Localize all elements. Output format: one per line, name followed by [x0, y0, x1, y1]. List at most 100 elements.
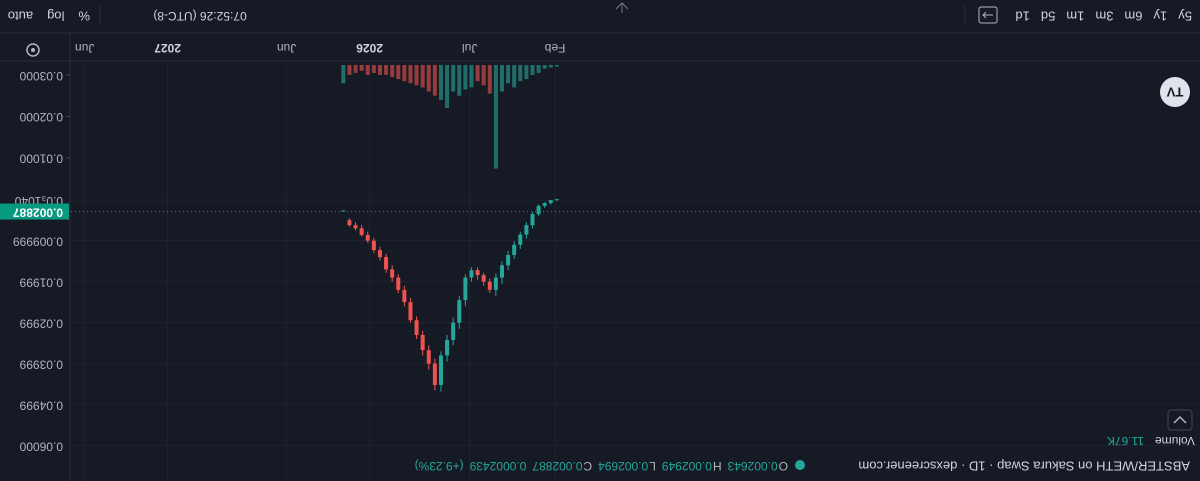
volume-bar [341, 65, 346, 84]
change-value: 0.0002439 [469, 459, 526, 473]
candle-body [438, 355, 443, 385]
volume-bar [396, 65, 401, 80]
volume-bar [475, 65, 480, 82]
y-tick-label: 0.01999 [19, 275, 63, 289]
y-tick-label: 0.009999 [13, 235, 63, 249]
candle-body [451, 322, 456, 340]
candle-body [536, 205, 541, 215]
candle-body [371, 240, 376, 251]
candle-body [530, 214, 535, 226]
volume-bar [353, 65, 358, 73]
candle-body [487, 281, 492, 290]
volume-bar [554, 65, 559, 67]
range-button[interactable]: 1y [1153, 9, 1167, 24]
volume-bar [506, 65, 511, 84]
volume-bar [493, 65, 498, 169]
x-tick-label: Jun [277, 41, 296, 55]
volume-bar [487, 65, 492, 94]
range-button[interactable]: 5y [1178, 9, 1192, 24]
volume-name: Volume [1155, 434, 1195, 448]
volume-bar [512, 65, 517, 88]
candle-body [347, 220, 352, 226]
candle-body [365, 234, 370, 241]
volume-bar [457, 65, 462, 96]
volume-bar [548, 65, 553, 68]
candle-body [414, 320, 419, 335]
gear[interactable] [26, 43, 40, 57]
candle-body [341, 210, 346, 212]
logo-circle [1160, 77, 1190, 107]
volume-bar [536, 65, 541, 73]
volume-bar [365, 65, 370, 75]
candle-body [408, 302, 413, 321]
collapse-box[interactable] [1167, 409, 1193, 431]
candle-body [432, 363, 437, 385]
option-button[interactable]: auto [8, 9, 33, 24]
volume-bar [432, 65, 437, 96]
range-button[interactable]: 1m [1066, 9, 1084, 24]
volume-bar [402, 65, 407, 82]
volume-bar [518, 65, 523, 82]
candle-body [542, 202, 547, 206]
scroll-arrow[interactable] [615, 2, 629, 13]
candle-body [426, 350, 431, 364]
candle-body [445, 339, 450, 356]
volume-bar [463, 65, 468, 90]
candle-body [554, 199, 559, 201]
volume-bar [384, 65, 389, 75]
volume-tick-label: 0.01000 [19, 152, 63, 166]
ohlc-value: 0.002694 [598, 459, 648, 473]
ohlc-label: H [713, 459, 722, 473]
icon-box[interactable] [978, 6, 998, 24]
ohlc-label: O [779, 459, 788, 473]
candle-body [457, 300, 462, 323]
grid [70, 61, 1200, 481]
candle-body [548, 200, 553, 203]
y-tick-label: 0.02999 [19, 316, 63, 330]
candle-body [359, 228, 364, 235]
option-button[interactable]: log [47, 9, 64, 24]
volume-bar [445, 65, 450, 109]
candle-body [475, 270, 480, 276]
candle-body [420, 334, 425, 351]
volume-tick-label: 0.02000 [19, 110, 63, 124]
settings[interactable] [26, 43, 40, 57]
volume-bar [347, 65, 352, 75]
calendar-icon[interactable] [978, 6, 998, 24]
range-button[interactable]: 3m [1095, 9, 1113, 24]
candle-body [390, 269, 395, 278]
volume-bar [530, 65, 535, 75]
x-tick-label: 2026 [356, 41, 383, 55]
x-tick-label: Jun [75, 41, 94, 55]
volume-bar [371, 65, 376, 73]
ohlc-value: 0.002643 [727, 459, 777, 473]
volume-bar [451, 65, 456, 92]
volume-bar [420, 65, 425, 88]
range-button[interactable]: 1d [1015, 9, 1029, 24]
volume-bar [481, 65, 486, 86]
volume-bar [426, 65, 431, 92]
candle-body [469, 270, 474, 278]
range-button[interactable]: 5d [1041, 9, 1055, 24]
volume-bar [359, 65, 364, 71]
volume-value: 11.67K [1107, 434, 1144, 448]
clock: 07:52:26 (UTC-8) [153, 9, 246, 23]
volume-bar [542, 65, 547, 69]
ohlc-label: C [583, 459, 592, 473]
y-tick-label: 0.04999 [19, 398, 63, 412]
range-button[interactable]: 6m [1124, 9, 1142, 24]
candles [341, 65, 559, 392]
volume-bar [499, 65, 504, 92]
candle-body [481, 275, 486, 282]
last-price-box [0, 203, 69, 220]
option-button[interactable]: % [78, 9, 90, 24]
candle-body [463, 277, 468, 301]
collapse-button[interactable] [1167, 409, 1193, 431]
ohlc-value: 0.002949 [662, 459, 712, 473]
legend-dot [795, 460, 805, 470]
y-tick-label: 0.03999 [19, 357, 63, 371]
logo-mark: TV [1166, 85, 1183, 100]
volume-bar [438, 65, 443, 100]
